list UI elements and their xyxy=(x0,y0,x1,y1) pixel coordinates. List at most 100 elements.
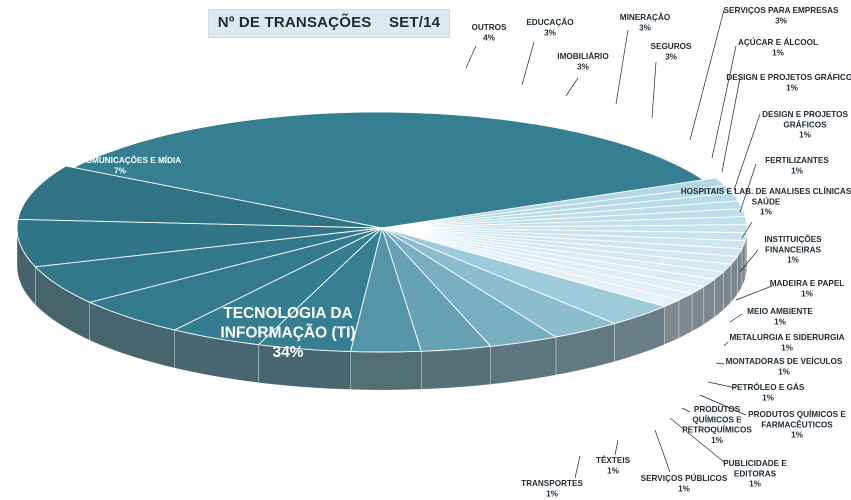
leader-lines xyxy=(465,9,773,479)
slice-label-13: HOSPITAIS E LAB. DE ANALISES CLÍNICASSAÚ… xyxy=(681,186,851,217)
leader-line-14 xyxy=(739,163,757,213)
pie-top-faces xyxy=(16,111,748,353)
leader-line-19 xyxy=(651,61,657,119)
leader-line-5 xyxy=(681,407,691,413)
slice-category-label: PETRÓLEO E GÁS xyxy=(732,381,805,392)
slice-value-label: 1% xyxy=(781,343,794,352)
slice-value-label: 34% xyxy=(272,344,303,361)
slice-value-label: 3% xyxy=(577,62,590,71)
slice-label-26: ALIMENTOS,BEBIDAS E FUMO 5% xyxy=(198,82,270,112)
slice-category-label: RESTAURANTES xyxy=(284,80,351,89)
slice-value-label: 5% xyxy=(227,103,240,112)
slice-value-label: 5% xyxy=(311,91,324,100)
slice-category-label: SAÚDE xyxy=(752,195,781,206)
slice-outros-23 xyxy=(257,226,383,352)
leader-line-23 xyxy=(465,45,477,69)
slice-value-label: 1% xyxy=(678,484,691,493)
leader-line-6 xyxy=(699,394,747,416)
leader-line-8 xyxy=(715,362,725,365)
leader-line-17 xyxy=(711,45,737,159)
leader-line-12 xyxy=(739,249,759,273)
slice-category-label: MEIO AMBIENTE xyxy=(747,307,813,316)
slice-value-label: 1% xyxy=(787,256,800,265)
slice-category-label: SEGUROS xyxy=(651,42,692,51)
slice-value-label: 4% xyxy=(390,73,403,82)
slice-category-label: OUTROS xyxy=(471,23,507,32)
leader-line-22 xyxy=(521,41,535,86)
slice-category-label: METALURGIA E SIDERURGIA xyxy=(729,333,844,342)
leader-line-1 xyxy=(574,455,581,479)
slice-value-label: 6% xyxy=(149,127,162,136)
slice-category-label: MINERAÇÃO xyxy=(620,12,671,22)
slice-side-17 xyxy=(664,299,680,345)
slice-value-label: 3% xyxy=(544,28,557,37)
slice-category-label: LOJAS DE VAREJO xyxy=(358,63,435,72)
slice-side-16 xyxy=(678,292,693,339)
slice-category-label: QUÍMICOS E xyxy=(692,414,742,424)
slice-category-label: INFORMAÇÃO (TI) xyxy=(220,323,355,341)
slice-value-label: 1% xyxy=(778,367,791,376)
slice-mineracao-20 xyxy=(381,227,558,347)
slice-category-label: SERVIÇOS PÚBLICOS xyxy=(641,472,728,483)
leader-line-3 xyxy=(654,429,671,473)
slice-category-label: RESTAURANTES xyxy=(122,116,189,125)
slice-value-label: 1% xyxy=(786,83,799,92)
leader-line-10 xyxy=(729,313,743,323)
slice-side-14 xyxy=(703,278,715,326)
leader-line-7 xyxy=(707,381,737,389)
slice-value-label: 1% xyxy=(801,289,814,298)
slice-category-label: FARMACÊUTICOS xyxy=(761,418,833,429)
slice-category-label: GRÁFICOS xyxy=(783,119,827,129)
slice-value-label: 1% xyxy=(762,393,775,402)
slice-category-label: TRANSPORTES xyxy=(521,479,583,488)
leader-line-11 xyxy=(735,285,773,301)
slice-value-label: 7% xyxy=(114,166,127,175)
slice-category-label: PRODUTOS QUÍMICOS E xyxy=(748,409,846,419)
leader-line-20 xyxy=(615,29,629,105)
slice-value-label: 1% xyxy=(546,489,559,498)
slice-category-label: PUBLICIDADE E xyxy=(723,459,787,468)
slice-value-label: 1% xyxy=(791,166,804,175)
slice-category-label: HOTÉIS E xyxy=(136,105,175,115)
slice-value-label: 1% xyxy=(760,208,773,217)
slice-category-label: FINANCEIRAS xyxy=(765,245,821,254)
slice-value-label: 1% xyxy=(772,48,785,57)
leader-line-9 xyxy=(723,341,729,347)
leader-line-13 xyxy=(741,221,753,239)
slice-category-label: DESIGN E PROJETOS GRÁFICOS xyxy=(726,72,851,82)
slice-category-label: HOTÉIS E xyxy=(298,69,337,79)
slice-side-15 xyxy=(691,285,705,332)
slice-value-label: 1% xyxy=(607,466,620,475)
slice-side-22 xyxy=(350,350,422,391)
slice-value-label: 1% xyxy=(799,131,812,140)
slice-seguros-19 xyxy=(381,227,616,338)
slice-lojas-de-varejo-24 xyxy=(173,227,383,346)
slice-category-label: TÊXTEIS xyxy=(596,454,631,465)
slice-category-label: MONTADORAS DE VEÍCULOS xyxy=(726,356,843,366)
slice-category-label: SERVIÇOS PARA EMPRESAS xyxy=(724,6,839,15)
slice-value-label: 3% xyxy=(665,52,678,61)
slice-value-label: 3% xyxy=(775,16,788,25)
slice-category-label: ALIMENTOS, xyxy=(208,82,258,91)
slice-category-label: HOSPITAIS E LAB. DE ANALISES CLÍNICAS xyxy=(681,186,851,196)
slice-servicos-para-empresas-18 xyxy=(381,227,666,325)
